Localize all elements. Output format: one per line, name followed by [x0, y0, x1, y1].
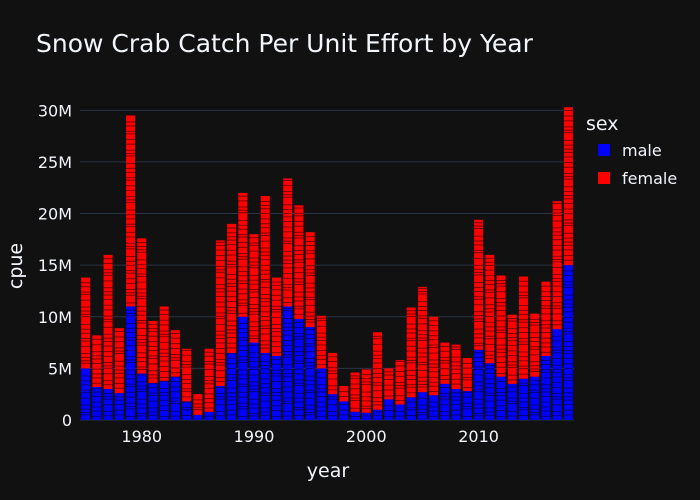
bar-female — [507, 314, 517, 384]
y-tick-label: 5M — [48, 359, 72, 378]
bar-female — [193, 394, 203, 415]
bar-female — [227, 223, 237, 353]
bar-male — [417, 392, 427, 420]
y-tick-label: 25M — [38, 153, 72, 172]
bar-female — [81, 277, 91, 369]
bar-male — [182, 401, 192, 420]
bar-male — [215, 385, 225, 420]
legend: sex male female — [586, 113, 677, 188]
legend-items: male female — [598, 141, 677, 188]
bar-female — [406, 307, 416, 398]
bar-female — [92, 335, 102, 387]
bar-male — [92, 386, 102, 420]
y-tick-label: 10M — [38, 308, 72, 327]
x-tick-label: 1990 — [234, 427, 275, 446]
bar-female — [541, 281, 551, 356]
bar-male — [563, 265, 573, 420]
bar-female — [451, 344, 461, 390]
bar-male — [395, 404, 405, 420]
bar-female — [563, 107, 573, 266]
bar-male — [126, 306, 136, 420]
legend-title: sex — [586, 113, 619, 135]
bar-female — [474, 219, 484, 350]
bar-male — [249, 342, 259, 420]
bar-female — [417, 286, 427, 393]
legend-label-male[interactable]: male — [622, 141, 662, 160]
bars-layer — [81, 107, 573, 420]
legend-label-female[interactable]: female — [622, 169, 677, 188]
x-tick-label: 2010 — [458, 427, 499, 446]
bar-female — [283, 178, 293, 307]
bar-female — [148, 320, 158, 383]
bar-male — [485, 363, 495, 420]
bar-female — [350, 372, 360, 412]
bar-male — [361, 412, 371, 420]
bar-male — [384, 399, 394, 420]
bar-male — [474, 349, 484, 420]
bar-male — [137, 373, 147, 420]
y-tick-label: 0 — [62, 411, 72, 430]
legend-swatch-female[interactable] — [598, 172, 610, 184]
x-tick-label: 1980 — [121, 427, 162, 446]
bar-male — [283, 306, 293, 420]
bar-male — [518, 378, 528, 420]
bar-male — [227, 352, 237, 420]
axes-layer: 0 5M 10M 15M 20M 25M 30M 1980 1990 2000 2010 — [38, 101, 499, 446]
bar-male — [552, 329, 562, 420]
bar-male — [507, 383, 517, 420]
bar-male — [339, 401, 349, 420]
bar-female — [361, 369, 371, 413]
bar-female — [238, 192, 248, 317]
bar-female — [429, 316, 439, 396]
y-tick-label: 30M — [38, 101, 72, 120]
bar-male — [429, 395, 439, 420]
bar-female — [170, 330, 180, 377]
y-tick-label: 20M — [38, 205, 72, 224]
bar-female — [373, 332, 383, 410]
bar-male — [440, 383, 450, 420]
bar-female — [249, 234, 259, 343]
y-axis-title: cpue — [5, 243, 27, 289]
legend-swatch-male[interactable] — [598, 144, 610, 156]
bar-female — [316, 315, 326, 369]
bar-female — [126, 115, 136, 307]
bar-female — [159, 306, 169, 381]
bar-female — [552, 201, 562, 330]
bar-male — [260, 352, 270, 420]
bar-male — [350, 411, 360, 420]
x-tick-label: 2000 — [346, 427, 387, 446]
bar-male — [305, 327, 315, 420]
bar-male — [496, 376, 506, 420]
chart-title: Snow Crab Catch Per Unit Effort by Year — [36, 29, 534, 58]
y-tick-label: 15M — [38, 256, 72, 275]
bar-female — [384, 368, 394, 400]
bar-female — [305, 232, 315, 328]
x-axis-title: year — [307, 460, 350, 482]
bar-male — [316, 368, 326, 420]
bar-female — [271, 277, 281, 356]
bar-female — [339, 385, 349, 402]
bar-male — [406, 397, 416, 420]
bar-male — [328, 394, 338, 420]
bar-male — [193, 414, 203, 420]
bar-female — [530, 313, 540, 377]
bar-male — [238, 316, 248, 420]
bar-female — [496, 275, 506, 377]
bar-female — [114, 328, 124, 394]
bar-male — [541, 356, 551, 420]
bar-male — [114, 393, 124, 420]
bar-male — [462, 391, 472, 420]
bar-male — [81, 368, 91, 420]
